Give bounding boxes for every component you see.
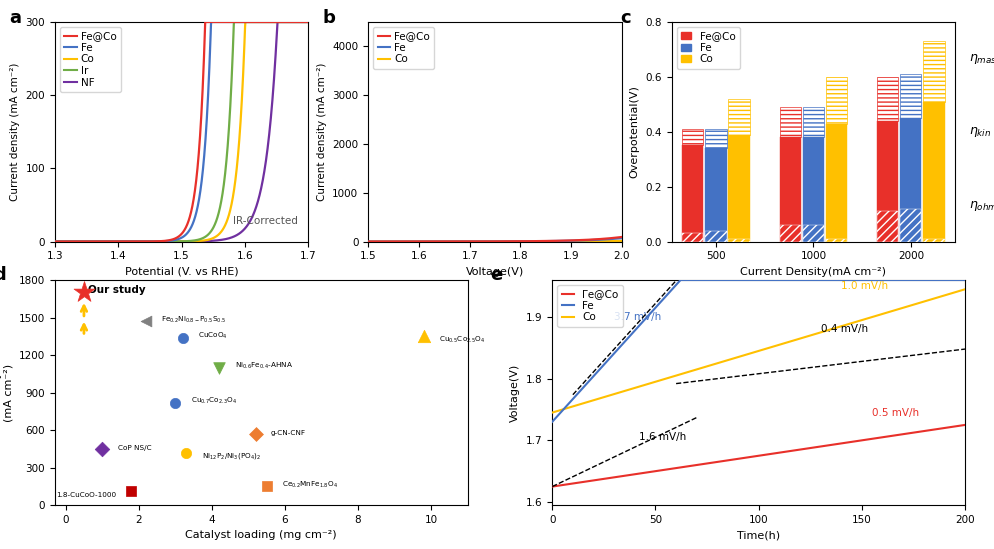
Text: IR-Corrected: IR-Corrected	[234, 216, 298, 226]
Bar	[877, 211, 898, 242]
Bar	[900, 74, 920, 118]
Text: c: c	[620, 9, 630, 27]
Point	[94, 445, 110, 453]
Bar	[825, 239, 846, 242]
Text: d: d	[0, 266, 6, 284]
Point	[123, 487, 139, 496]
Point	[175, 333, 191, 342]
Bar	[779, 107, 800, 137]
Point	[258, 481, 274, 490]
Text: g-CN-CNF: g-CN-CNF	[270, 429, 306, 435]
Point	[178, 448, 194, 457]
Bar	[825, 77, 846, 124]
Text: 0.5 mV/h: 0.5 mV/h	[872, 408, 918, 418]
Y-axis label: Current density at 1.8V
(mA cm⁻²): Current density at 1.8V (mA cm⁻²)	[0, 327, 13, 458]
Text: b: b	[322, 9, 335, 27]
Bar	[705, 148, 726, 231]
Text: 1.6 mV/h: 1.6 mV/h	[638, 432, 686, 442]
Text: Fe$_{0.2}$Ni$_{0.8-}$P$_{0.5}$S$_{0.5}$: Fe$_{0.2}$Ni$_{0.8-}$P$_{0.5}$S$_{0.5}$	[161, 315, 227, 325]
Text: Ce$_{0.2}$MnFe$_{1.8}$O$_4$: Ce$_{0.2}$MnFe$_{1.8}$O$_4$	[281, 479, 338, 490]
Bar	[922, 102, 943, 239]
Bar	[877, 77, 898, 121]
Bar	[802, 107, 823, 137]
Bar	[877, 211, 898, 242]
X-axis label: Current Density(mA cm⁻²): Current Density(mA cm⁻²)	[740, 267, 886, 277]
X-axis label: Time(h): Time(h)	[737, 530, 779, 540]
Text: Our study: Our study	[88, 285, 146, 295]
Legend: Fe@Co, Fe, Co: Fe@Co, Fe, Co	[373, 27, 433, 69]
Y-axis label: Overpotential(V): Overpotential(V)	[629, 85, 639, 178]
Legend: Γe@Co, Fe, Co: Γe@Co, Fe, Co	[557, 285, 622, 327]
Text: Cu$_{0.5}$Co$_{2.5}$O$_4$: Cu$_{0.5}$Co$_{2.5}$O$_4$	[438, 335, 485, 345]
Bar	[922, 239, 943, 242]
Bar	[682, 145, 703, 233]
Bar	[900, 209, 920, 242]
Bar	[682, 233, 703, 242]
Legend: Fe@Co, Fe, Co: Fe@Co, Fe, Co	[676, 27, 739, 69]
Text: 0.4 mV/h: 0.4 mV/h	[820, 324, 867, 334]
Point	[211, 363, 227, 372]
Text: 3.7 mV/h: 3.7 mV/h	[613, 312, 661, 322]
Point	[415, 332, 431, 340]
Bar	[779, 137, 800, 225]
Text: CuCoO$_4$: CuCoO$_4$	[198, 331, 228, 341]
Y-axis label: Voltage(V): Voltage(V)	[510, 363, 520, 422]
Bar	[825, 239, 846, 242]
Bar	[922, 239, 943, 242]
Y-axis label: Current density (mA cm⁻²): Current density (mA cm⁻²)	[316, 63, 326, 201]
Text: $\eta_{ohm}$: $\eta_{ohm}$	[968, 199, 994, 214]
Y-axis label: Current density (mA cm⁻²): Current density (mA cm⁻²)	[10, 63, 20, 201]
Text: Ni$_{0.6}$Fe$_{0.4}$-AHNA: Ni$_{0.6}$Fe$_{0.4}$-AHNA	[235, 361, 292, 371]
Text: 1.0 mV/h: 1.0 mV/h	[840, 281, 888, 291]
Bar	[728, 239, 748, 242]
Bar	[779, 225, 800, 242]
Bar	[705, 231, 726, 242]
Text: e: e	[490, 266, 502, 284]
Point	[248, 429, 263, 438]
Bar	[802, 225, 823, 242]
Bar	[802, 225, 823, 242]
Bar	[877, 121, 898, 211]
X-axis label: Catalyst loading (mg cm⁻²): Catalyst loading (mg cm⁻²)	[185, 530, 337, 540]
Bar	[922, 41, 943, 102]
Bar	[900, 118, 920, 209]
Bar	[728, 135, 748, 239]
Point	[167, 398, 183, 407]
Text: 1.8-CuCoO-1000: 1.8-CuCoO-1000	[56, 492, 116, 498]
Bar	[825, 124, 846, 239]
Bar	[779, 225, 800, 242]
Text: $\eta_{mass}$: $\eta_{mass}$	[968, 52, 994, 66]
Bar	[728, 239, 748, 242]
Bar	[682, 129, 703, 145]
Text: CoP NS/C: CoP NS/C	[117, 445, 151, 451]
Bar	[705, 129, 726, 148]
Text: $\eta_{kin}$: $\eta_{kin}$	[968, 125, 991, 139]
X-axis label: Voltage(V): Voltage(V)	[465, 267, 524, 277]
Point	[138, 317, 154, 326]
Legend: Fe@Co, Fe, Co, Ir, NF: Fe@Co, Fe, Co, Ir, NF	[60, 27, 120, 92]
Point	[76, 288, 91, 297]
Bar	[682, 233, 703, 242]
Bar	[728, 99, 748, 135]
Text: Cu$_{0.7}$Co$_{2.3}$O$_4$: Cu$_{0.7}$Co$_{2.3}$O$_4$	[191, 396, 237, 406]
Bar	[802, 137, 823, 225]
X-axis label: Potential (V. vs RHE): Potential (V. vs RHE)	[124, 267, 239, 277]
Text: a: a	[9, 9, 21, 27]
Text: Ni$_{12}$P$_2$/Ni$_3$(PO$_4$)$_2$: Ni$_{12}$P$_2$/Ni$_3$(PO$_4$)$_2$	[202, 451, 260, 461]
Bar	[900, 209, 920, 242]
Bar	[705, 231, 726, 242]
